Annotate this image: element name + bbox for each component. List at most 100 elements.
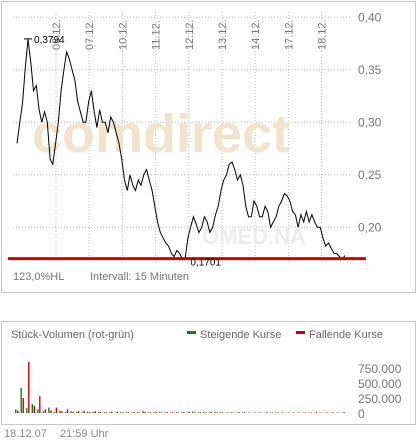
volume-bar-falling <box>61 411 63 413</box>
volume-bar-rising <box>181 412 183 413</box>
volume-bar-rising <box>81 412 83 413</box>
volume-chart-panel: Stück-Volumen (rot-grün) Steigende Kurse… <box>1 321 416 425</box>
volume-bar-falling <box>205 412 207 413</box>
volume-bar-rising <box>214 411 216 413</box>
volume-bar-rising <box>125 412 128 413</box>
y-tick-label: 0,20 <box>358 220 382 234</box>
volume-bar-falling <box>55 407 58 413</box>
volume-bar-falling <box>238 412 240 413</box>
watermark-sub: OMED.NA <box>202 224 306 249</box>
volume-bar-rising <box>37 409 39 413</box>
volume-bar-falling <box>100 411 102 413</box>
volume-bar-falling <box>105 412 107 413</box>
volume-bar-falling <box>304 412 307 413</box>
volume-bar-falling <box>315 412 318 413</box>
volume-bar-rising <box>186 412 188 413</box>
volume-bar-rising <box>297 412 299 413</box>
y-tick-label: 0,30 <box>358 115 382 129</box>
volume-bar-falling <box>293 412 296 413</box>
volume-y-tick-label: 500.000 <box>358 377 402 391</box>
volume-bar-rising <box>103 412 105 413</box>
volume-bar-rising <box>48 407 50 413</box>
volume-bar-falling <box>177 412 179 413</box>
volume-bar-falling <box>39 396 41 413</box>
volume-bar-falling <box>194 412 196 413</box>
volume-bar-falling <box>72 411 74 413</box>
volume-bar-falling <box>310 412 312 413</box>
volume-bar-falling <box>199 412 201 413</box>
volume-bar-falling <box>149 412 152 413</box>
volume-bar-falling <box>111 411 113 413</box>
volume-bar-falling <box>160 412 163 413</box>
watermark-brand: comdirect <box>32 104 290 164</box>
volume-bar-falling <box>243 412 246 413</box>
y-tick-label: 0,25 <box>358 168 382 182</box>
volume-bar-rising <box>335 412 338 413</box>
volume-bar-falling <box>232 412 235 413</box>
volume-bar-rising <box>252 412 255 413</box>
volume-bar-rising <box>53 411 56 413</box>
volume-bar-falling <box>254 412 257 413</box>
volume-bar-rising <box>192 411 194 413</box>
volume-bar-rising <box>131 412 133 413</box>
volume-bar-falling <box>271 412 273 413</box>
volume-bar-falling <box>332 412 334 413</box>
volume-bar-falling <box>288 412 290 413</box>
volume-bar-rising <box>86 411 89 413</box>
volume-bar-falling <box>249 412 251 413</box>
x-tick-label: 12.12. <box>184 19 196 50</box>
volume-bar-rising <box>31 404 33 413</box>
volume-bar-rising <box>225 412 227 413</box>
volume-bar-falling <box>326 412 329 413</box>
y-tick-label: 0,40 <box>358 10 382 24</box>
volume-bar-rising <box>208 412 211 413</box>
volume-bar-rising <box>98 411 100 413</box>
high-label: 0,3794 <box>34 35 65 46</box>
volume-bar-falling <box>66 409 69 413</box>
volume-bar-rising <box>164 412 166 413</box>
volume-bar-rising <box>153 412 155 413</box>
volume-bar-falling <box>116 411 118 413</box>
volume-bar-falling <box>210 412 213 413</box>
x-tick-label: 05.12. <box>51 19 63 50</box>
volume-bar-rising <box>308 412 310 413</box>
volume-bar-falling <box>28 362 30 413</box>
volume-bar-falling <box>77 411 80 413</box>
volume-bar-rising <box>15 409 17 413</box>
volume-bar-rising <box>147 412 150 413</box>
volume-bar-rising <box>70 411 72 413</box>
x-tick-label: 14.12. <box>250 19 262 50</box>
volume-bar-falling <box>171 412 174 413</box>
volume-bar-rising <box>142 411 144 413</box>
volume-bar-rising <box>26 408 28 413</box>
volume-bar-rising <box>109 412 111 413</box>
volume-legend: Steigende Kurse Fallende Kurse <box>187 329 383 341</box>
volume-bar-rising <box>42 411 45 413</box>
volume-title: Stück-Volumen (rot-grün) <box>11 329 134 341</box>
volume-bar-falling <box>216 412 218 413</box>
volume-bar-falling <box>166 412 168 413</box>
price-chart: comdirect OMED.NA 05.12. 07.12. 10.12. 11.1… <box>8 10 382 283</box>
x-tick-label: 17.12. <box>283 19 295 50</box>
volume-bar-rising <box>75 411 78 413</box>
hl-info: 123,0%HL <box>13 271 64 283</box>
volume-bar-falling <box>183 412 185 413</box>
volume-bar-rising <box>175 412 177 413</box>
interval-info: Intervall: 15 Minuten <box>90 271 189 283</box>
volume-bar-rising <box>324 412 327 413</box>
volume-bar-rising <box>241 412 244 413</box>
volume-bar-rising <box>59 410 61 413</box>
volume-bar-falling <box>133 411 135 413</box>
volume-bar-falling <box>122 412 124 413</box>
volume-bar-rising <box>158 412 161 413</box>
volume-bar-rising <box>230 412 233 413</box>
volume-bar-falling <box>88 412 91 413</box>
volume-y-tick-label: 0 <box>358 407 365 421</box>
volume-bar-falling <box>127 412 130 413</box>
price-chart-panel: comdirect OMED.NA 05.12. 07.12. 10.12. 11.1… <box>1 1 416 293</box>
volume-bar-falling <box>188 411 190 413</box>
watermark: comdirect OMED.NA <box>32 104 306 249</box>
x-tick-label: 18.12. <box>317 19 329 50</box>
volume-bar-rising <box>92 412 94 413</box>
volume-bar-rising <box>236 412 238 413</box>
